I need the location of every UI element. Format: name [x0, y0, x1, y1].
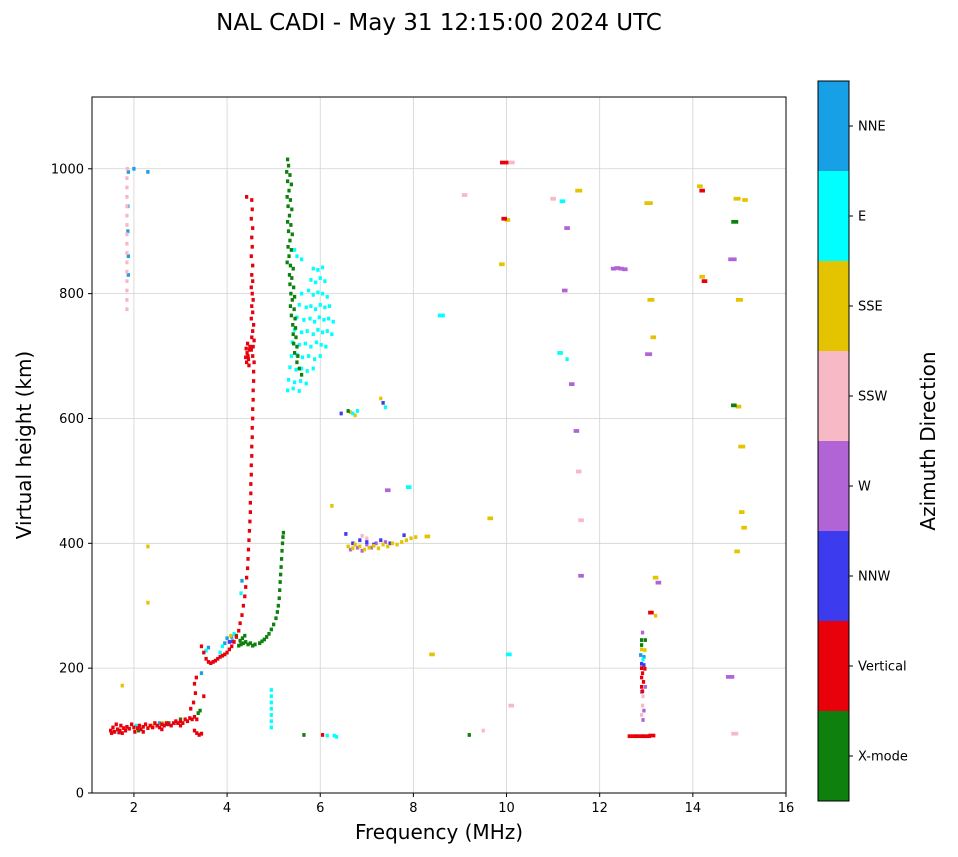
series-SSE — [120, 184, 748, 728]
svg-text:16: 16 — [778, 801, 795, 816]
series-E — [113, 199, 645, 739]
svg-text:6: 6 — [316, 801, 324, 816]
colorbar-segment-Vertical — [818, 621, 849, 712]
colorbar-tick-label-SSE: SSE — [858, 300, 883, 315]
svg-text:10: 10 — [498, 801, 515, 816]
colorbar-segment-SSW — [818, 351, 849, 442]
svg-text:400: 400 — [59, 537, 84, 552]
series-SSW — [111, 160, 739, 736]
chart-title: NAL CADI - May 31 12:15:00 2024 UTC — [216, 10, 662, 36]
svg-text:4: 4 — [223, 801, 231, 816]
series-W — [174, 226, 737, 725]
colorbar-tick-label-E: E — [858, 210, 866, 225]
colorbar-segment-NNE — [818, 81, 849, 172]
colorbar-tick-label-NNE: NNE — [858, 120, 886, 135]
series-Vertical — [109, 160, 708, 739]
colorbar-segment-W — [818, 441, 849, 532]
colorbar-segment-SSE — [818, 261, 849, 352]
colorbar-segment-NNW — [818, 531, 849, 622]
svg-text:1000: 1000 — [51, 162, 84, 177]
series-X-mode — [136, 157, 739, 737]
svg-text:14: 14 — [685, 801, 702, 816]
colorbar-segment-X-mode — [818, 711, 849, 802]
x-axis-label: Frequency (MHz) — [354, 820, 524, 844]
series-NNE — [126, 166, 646, 725]
colorbar-tick-label-X-mode: X-mode — [858, 750, 908, 765]
colorbar-segment-E — [818, 171, 849, 262]
series-NNW — [164, 400, 646, 727]
svg-text:12: 12 — [591, 801, 608, 816]
svg-text:200: 200 — [59, 662, 84, 677]
svg-text:600: 600 — [59, 412, 84, 427]
colorbar-label: Azimuth Direction — [916, 351, 940, 531]
svg-text:2: 2 — [130, 801, 138, 816]
svg-text:800: 800 — [59, 287, 84, 302]
svg-text:8: 8 — [409, 801, 417, 816]
colorbar-tick-label-W: W — [858, 480, 871, 495]
colorbar-tick-label-Vertical: Vertical — [858, 660, 907, 675]
colorbar-tick-label-NNW: NNW — [858, 570, 890, 585]
colorbar-tick-label-SSW: SSW — [858, 390, 888, 405]
svg-text:0: 0 — [76, 787, 84, 802]
